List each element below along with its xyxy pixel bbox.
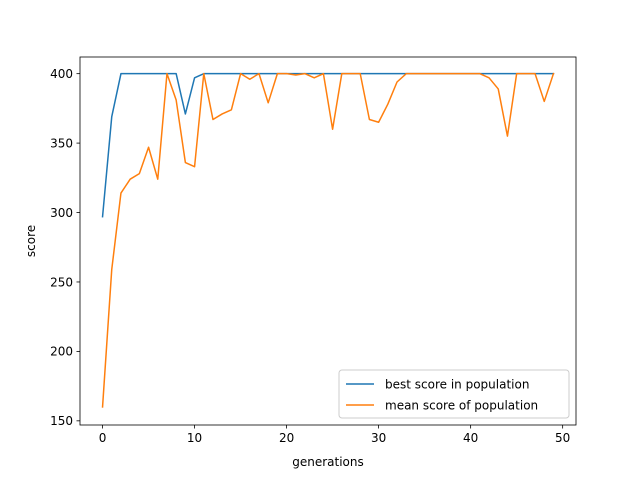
x-axis-label: generations [292, 455, 364, 469]
y-tick-label: 350 [50, 136, 73, 150]
y-tick-label: 150 [50, 414, 73, 428]
y-tick-label: 300 [50, 206, 73, 220]
legend: best score in population mean score of po… [338, 369, 570, 419]
legend-label: best score in population [385, 377, 529, 391]
y-tick-label: 200 [50, 345, 73, 359]
legend-label: mean score of population [385, 398, 538, 412]
x-axis: 0 10 20 30 40 50 [99, 425, 570, 445]
y-tick-label: 400 [50, 67, 73, 81]
x-tick-label: 20 [279, 431, 294, 445]
y-axis-label: score [24, 225, 38, 257]
series-layer [101, 72, 555, 408]
x-tick-label: 40 [463, 431, 478, 445]
series-line-2 [101, 72, 555, 408]
y-axis: 150 200 250 300 350 400 [50, 67, 80, 428]
x-tick-label: 10 [187, 431, 202, 445]
legend-box [338, 369, 570, 419]
y-tick-label: 250 [50, 275, 73, 289]
plot-frame [79, 56, 577, 426]
x-tick-label: 30 [371, 431, 386, 445]
x-tick-label: 0 [99, 431, 107, 445]
x-tick-label: 50 [555, 431, 570, 445]
